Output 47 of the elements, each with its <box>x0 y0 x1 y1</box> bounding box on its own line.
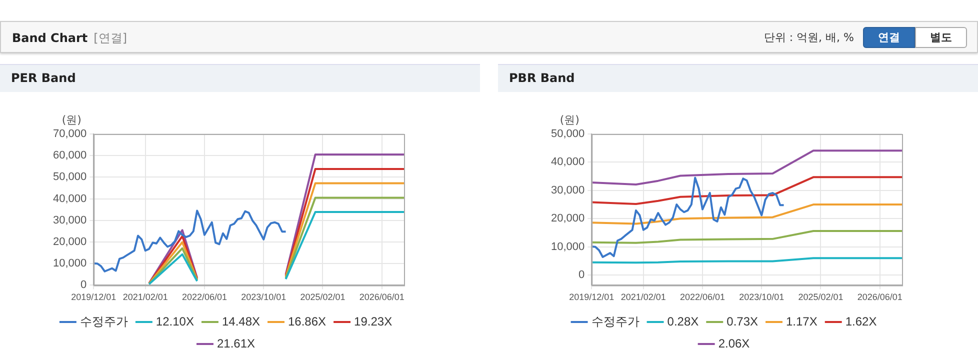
y-tick-label: 20,000 <box>550 212 585 225</box>
y-tick-label: 30,000 <box>550 184 585 196</box>
y-tick-label: 50,000 <box>550 128 585 140</box>
y-tick-label: 20,000 <box>52 236 87 248</box>
chart-title: PBR Band <box>498 64 978 92</box>
text: Band Chart <box>12 31 88 45</box>
x-tick-label: 2022/06/01 <box>680 292 726 302</box>
legend-label: 14.48X <box>222 314 260 328</box>
y-tick-label: 50,000 <box>52 171 87 184</box>
y-tick-label: 0 <box>80 279 87 292</box>
y-tick-label: 10,000 <box>52 258 87 270</box>
x-tick-label: 2026/06/01 <box>857 292 902 302</box>
x-tick-label: 2021/02/01 <box>122 292 168 302</box>
y-tick-label: 10,000 <box>550 240 585 253</box>
text: 별도 <box>915 27 967 48</box>
text: 단위 : 억원, 배, % <box>764 30 854 45</box>
y-axis-title: (원) <box>560 113 580 126</box>
x-tick-label: 2019/12/01 <box>71 292 116 302</box>
text: 연결 <box>863 27 915 48</box>
legend-label: 0.73X <box>726 314 758 328</box>
x-tick-label: 2019/12/01 <box>569 292 614 302</box>
text: [연결] <box>94 31 128 45</box>
x-tick-label: 2026/06/01 <box>359 292 404 302</box>
legend-label: 12.10X <box>156 314 194 328</box>
x-tick-label: 2023/10/01 <box>241 292 286 302</box>
legend-label: 19.23X <box>354 314 392 328</box>
y-axis-title: (원) <box>62 113 82 126</box>
legend-label: 16.86X <box>288 314 326 328</box>
x-tick-label: 2023/10/01 <box>739 292 784 302</box>
y-tick-label: 0 <box>578 269 585 282</box>
legend-label: 1.62X <box>845 314 877 328</box>
x-tick-label: 2025/02/01 <box>300 292 346 302</box>
legend-label: 수정주가 <box>591 314 640 328</box>
y-tick-label: 60,000 <box>52 150 87 162</box>
chart-title: PER Band <box>0 64 480 92</box>
y-tick-label: 40,000 <box>550 156 585 168</box>
y-tick-label: 70,000 <box>52 128 87 140</box>
legend-label: 1.17X <box>786 314 818 328</box>
x-tick-label: 2022/06/01 <box>182 292 228 302</box>
x-tick-label: 2021/02/01 <box>620 292 666 302</box>
y-tick-label: 40,000 <box>52 192 87 205</box>
legend-label: 2.06X <box>718 336 750 350</box>
legend-label: 수정주가 <box>80 314 128 328</box>
legend-label: 0.28X <box>667 314 699 328</box>
legend-label: 21.61X <box>216 336 256 350</box>
y-tick-label: 30,000 <box>52 214 87 226</box>
x-tick-label: 2025/02/01 <box>798 292 844 302</box>
